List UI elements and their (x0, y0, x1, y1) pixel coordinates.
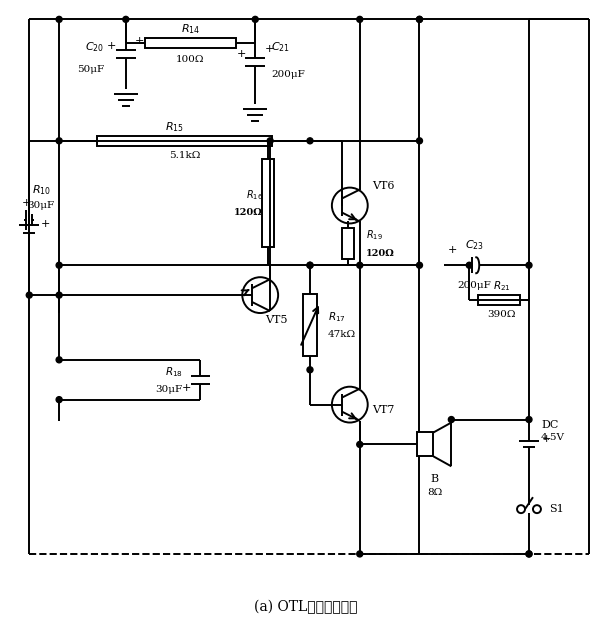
Text: 8Ω: 8Ω (427, 488, 442, 497)
Circle shape (357, 17, 363, 22)
Circle shape (466, 262, 472, 268)
Bar (145, 38, 236, 48)
Circle shape (307, 138, 313, 144)
Text: S1: S1 (549, 504, 563, 514)
Circle shape (267, 138, 273, 144)
Circle shape (123, 17, 129, 22)
Text: (a) OTL功率放大电路: (a) OTL功率放大电路 (254, 600, 358, 614)
Text: $C_{23}$: $C_{23}$ (465, 239, 484, 252)
Text: 5.1kΩ: 5.1kΩ (169, 151, 200, 160)
Text: +: + (135, 36, 145, 46)
Circle shape (252, 17, 258, 22)
Circle shape (56, 138, 62, 144)
Text: +: + (264, 44, 274, 54)
Circle shape (526, 417, 532, 422)
Text: $R_{19}$: $R_{19}$ (366, 228, 383, 243)
Circle shape (307, 262, 313, 268)
Text: B: B (430, 474, 438, 484)
Text: $R_{17}$: $R_{17}$ (328, 310, 346, 324)
Bar (303, 294, 317, 356)
Circle shape (448, 417, 454, 422)
Bar (97, 136, 272, 146)
Text: $R_{14}$: $R_{14}$ (181, 22, 200, 36)
Text: +: + (182, 383, 191, 393)
Circle shape (56, 357, 62, 363)
Circle shape (526, 551, 532, 557)
Text: 30μF: 30μF (28, 201, 55, 210)
Text: +: + (447, 245, 457, 255)
Circle shape (416, 138, 422, 144)
Text: 120Ω: 120Ω (234, 209, 263, 218)
Circle shape (56, 397, 62, 403)
Circle shape (56, 262, 62, 268)
Circle shape (416, 17, 422, 22)
Circle shape (56, 292, 62, 298)
Text: +: + (237, 49, 246, 59)
Text: 200μF: 200μF (457, 281, 491, 290)
Text: +: + (21, 198, 31, 207)
Text: 200μF: 200μF (271, 70, 305, 79)
Circle shape (357, 551, 363, 557)
Text: $C_{21}$: $C_{21}$ (271, 40, 290, 54)
Text: +: + (542, 435, 551, 444)
Circle shape (26, 292, 32, 298)
Circle shape (307, 367, 313, 372)
Text: $R_{21}$: $R_{21}$ (493, 279, 511, 293)
Circle shape (357, 442, 363, 447)
Bar (342, 228, 354, 259)
Text: 120Ω: 120Ω (366, 249, 395, 258)
Text: VT6: VT6 (371, 180, 394, 191)
Text: +: + (107, 41, 116, 51)
Circle shape (307, 262, 313, 268)
Text: +: + (41, 220, 51, 229)
Text: VT5: VT5 (265, 315, 287, 325)
Text: 30μF: 30μF (156, 385, 183, 394)
Circle shape (526, 262, 532, 268)
Text: 50μF: 50μF (77, 65, 104, 74)
Circle shape (416, 262, 422, 268)
Bar (262, 159, 274, 246)
Text: $R_{16}$: $R_{16}$ (246, 188, 263, 202)
Text: 100Ω: 100Ω (177, 54, 205, 64)
Bar (478, 295, 520, 305)
Circle shape (526, 551, 532, 557)
Text: $R_{15}$: $R_{15}$ (165, 120, 184, 134)
Text: $R_{10}$: $R_{10}$ (32, 184, 51, 198)
Text: VT7: VT7 (371, 404, 394, 415)
Text: $C_{20}$: $C_{20}$ (85, 40, 104, 54)
Circle shape (357, 262, 363, 268)
Text: 390Ω: 390Ω (487, 310, 516, 319)
Text: DC: DC (541, 420, 558, 429)
Text: 47kΩ: 47kΩ (328, 330, 356, 339)
Text: $R_{18}$: $R_{18}$ (165, 365, 183, 379)
Circle shape (56, 17, 62, 22)
Circle shape (416, 17, 422, 22)
Bar (417, 433, 433, 456)
Text: 4.5V: 4.5V (541, 433, 565, 442)
